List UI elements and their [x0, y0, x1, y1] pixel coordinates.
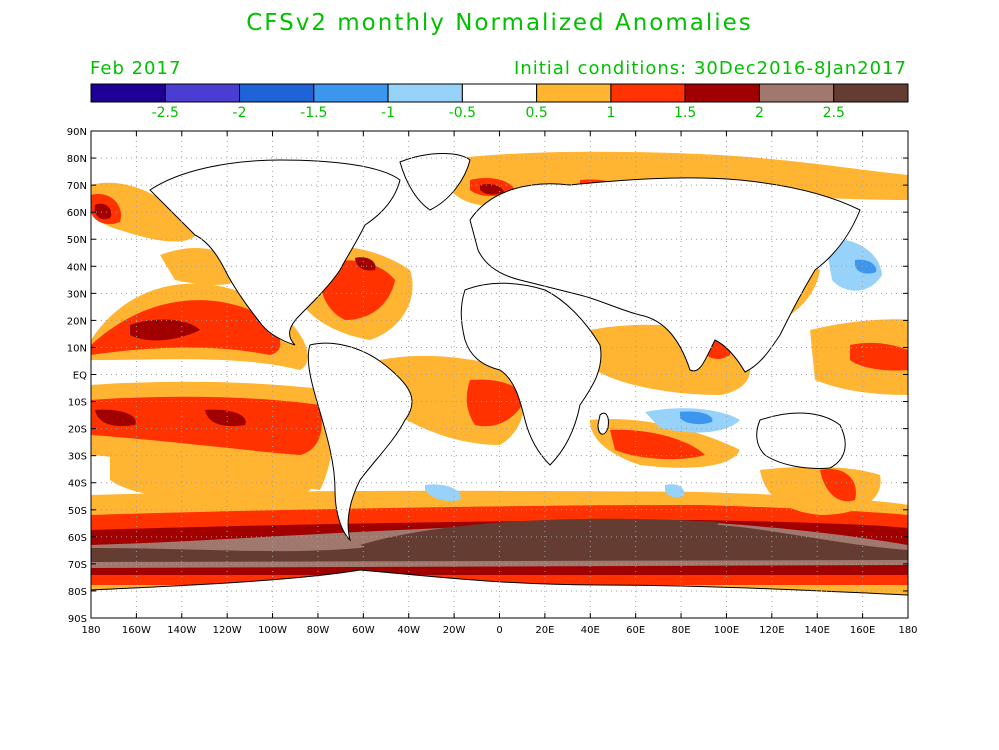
continent-outlines [91, 153, 908, 618]
latitude-label: 30S [68, 452, 87, 463]
greenland-outline [399, 153, 471, 211]
latitude-label: 70S [68, 560, 87, 571]
anomaly-patch [680, 411, 713, 425]
anomaly-patch [205, 409, 246, 427]
latitude-label: 90N [67, 127, 87, 138]
color-scale-label: -2 [233, 105, 247, 121]
axis-ticks [90, 130, 909, 619]
forecast-month: Feb 2017 [90, 58, 182, 79]
south-america-outline [307, 342, 413, 542]
longitude-label: 180 [898, 625, 917, 636]
anomaly-patch [95, 409, 136, 427]
color-scale-label: 1 [606, 105, 615, 121]
anomaly-patch [91, 396, 322, 455]
longitude-label: 160W [122, 625, 151, 636]
color-scale-label: -0.5 [449, 105, 476, 121]
lat-lon-grid [91, 131, 908, 618]
longitude-label: 60E [626, 625, 645, 636]
initial-conditions-label: Initial conditions: 30Dec2016-8Jan2017 [514, 58, 907, 79]
latitude-label: 70N [67, 181, 87, 192]
latitude-label: 80N [67, 154, 87, 165]
longitude-label: 160E [850, 625, 875, 636]
anomaly-patch [480, 183, 504, 195]
anomaly-patch [425, 484, 461, 501]
latitude-label: 20S [68, 425, 87, 436]
longitude-label: 180 [81, 625, 100, 636]
longitude-label: 100E [714, 625, 739, 636]
longitude-label: 80E [672, 625, 691, 636]
color-scale-label: -1.5 [300, 105, 327, 121]
latitude-label: 20N [67, 316, 87, 327]
longitude-label: 80W [307, 625, 330, 636]
latitude-label: 80S [68, 587, 87, 598]
europe-asia-outline [469, 177, 861, 373]
longitude-label: 20W [443, 625, 466, 636]
antarctica-outline [91, 569, 908, 618]
color-scale-bins [90, 83, 909, 103]
latitude-label: 50S [68, 506, 87, 517]
anomaly-patch [94, 203, 112, 220]
longitude-label: 120E [759, 625, 784, 636]
latitude-label: 60N [67, 208, 87, 219]
anomaly-patch [665, 484, 685, 498]
latitude-label: 30N [67, 289, 87, 300]
longitude-label: 40E [581, 625, 600, 636]
longitude-label: 40W [397, 625, 420, 636]
color-scale: -2.5 -2 -1.5 -1 -0.5 0.5 1 1.5 2 2.5 [90, 83, 909, 121]
anomaly-patch [355, 257, 376, 271]
latitude-label: 40S [68, 479, 87, 490]
longitude-labels: 180 160W 140W 120W 100W 80W 60W 40W 20W 0 20E 40E 60… [81, 625, 917, 636]
anomaly-patch [360, 518, 720, 555]
longitude-label: 140E [805, 625, 830, 636]
latitude-label: 40N [67, 262, 87, 273]
color-scale-label: -1 [381, 105, 395, 121]
color-scale-label: 1.5 [674, 105, 696, 121]
australia-outline [756, 412, 846, 469]
latitude-label: 50N [67, 235, 87, 246]
anomaly-patch [850, 342, 908, 371]
latitude-label: 10N [67, 343, 87, 354]
map-title: CFSv2 monthly Normalized Anomalies [246, 10, 753, 36]
anomaly-patch [130, 319, 200, 341]
longitude-label: 20E [535, 625, 554, 636]
anomaly-patch [825, 239, 882, 291]
latitude-label: 10S [68, 398, 87, 409]
longitude-label: 120W [213, 625, 242, 636]
color-scale-bin [833, 83, 909, 103]
color-scale-label: 2 [755, 105, 764, 121]
color-scale-label: 2.5 [823, 105, 845, 121]
color-scale-label: -2.5 [152, 105, 179, 121]
latitude-labels: 90N 80N 70N 60N 50N 40N 30N 20N 10N EQ 10S 20S 30S 40… [67, 127, 87, 625]
north-america-outline [149, 159, 401, 346]
anomaly-patch [319, 260, 395, 320]
madagascar-outline [597, 412, 609, 435]
color-scale-labels: -2.5 -2 -1.5 -1 -0.5 0.5 1 1.5 2 2.5 [152, 105, 845, 121]
anomaly-patch [855, 259, 877, 274]
longitude-label: 60W [352, 625, 375, 636]
latitude-label: 90S [68, 614, 87, 625]
latitude-label: 60S [68, 533, 87, 544]
anomaly-patch [91, 182, 200, 242]
anomaly-patch [466, 379, 525, 427]
color-scale-label: 0.5 [526, 105, 548, 121]
anomaly-patch [820, 469, 856, 502]
latitude-label: EQ [73, 371, 87, 382]
longitude-label: 100W [258, 625, 287, 636]
longitude-label: 0 [496, 625, 502, 636]
longitude-label: 140W [167, 625, 196, 636]
